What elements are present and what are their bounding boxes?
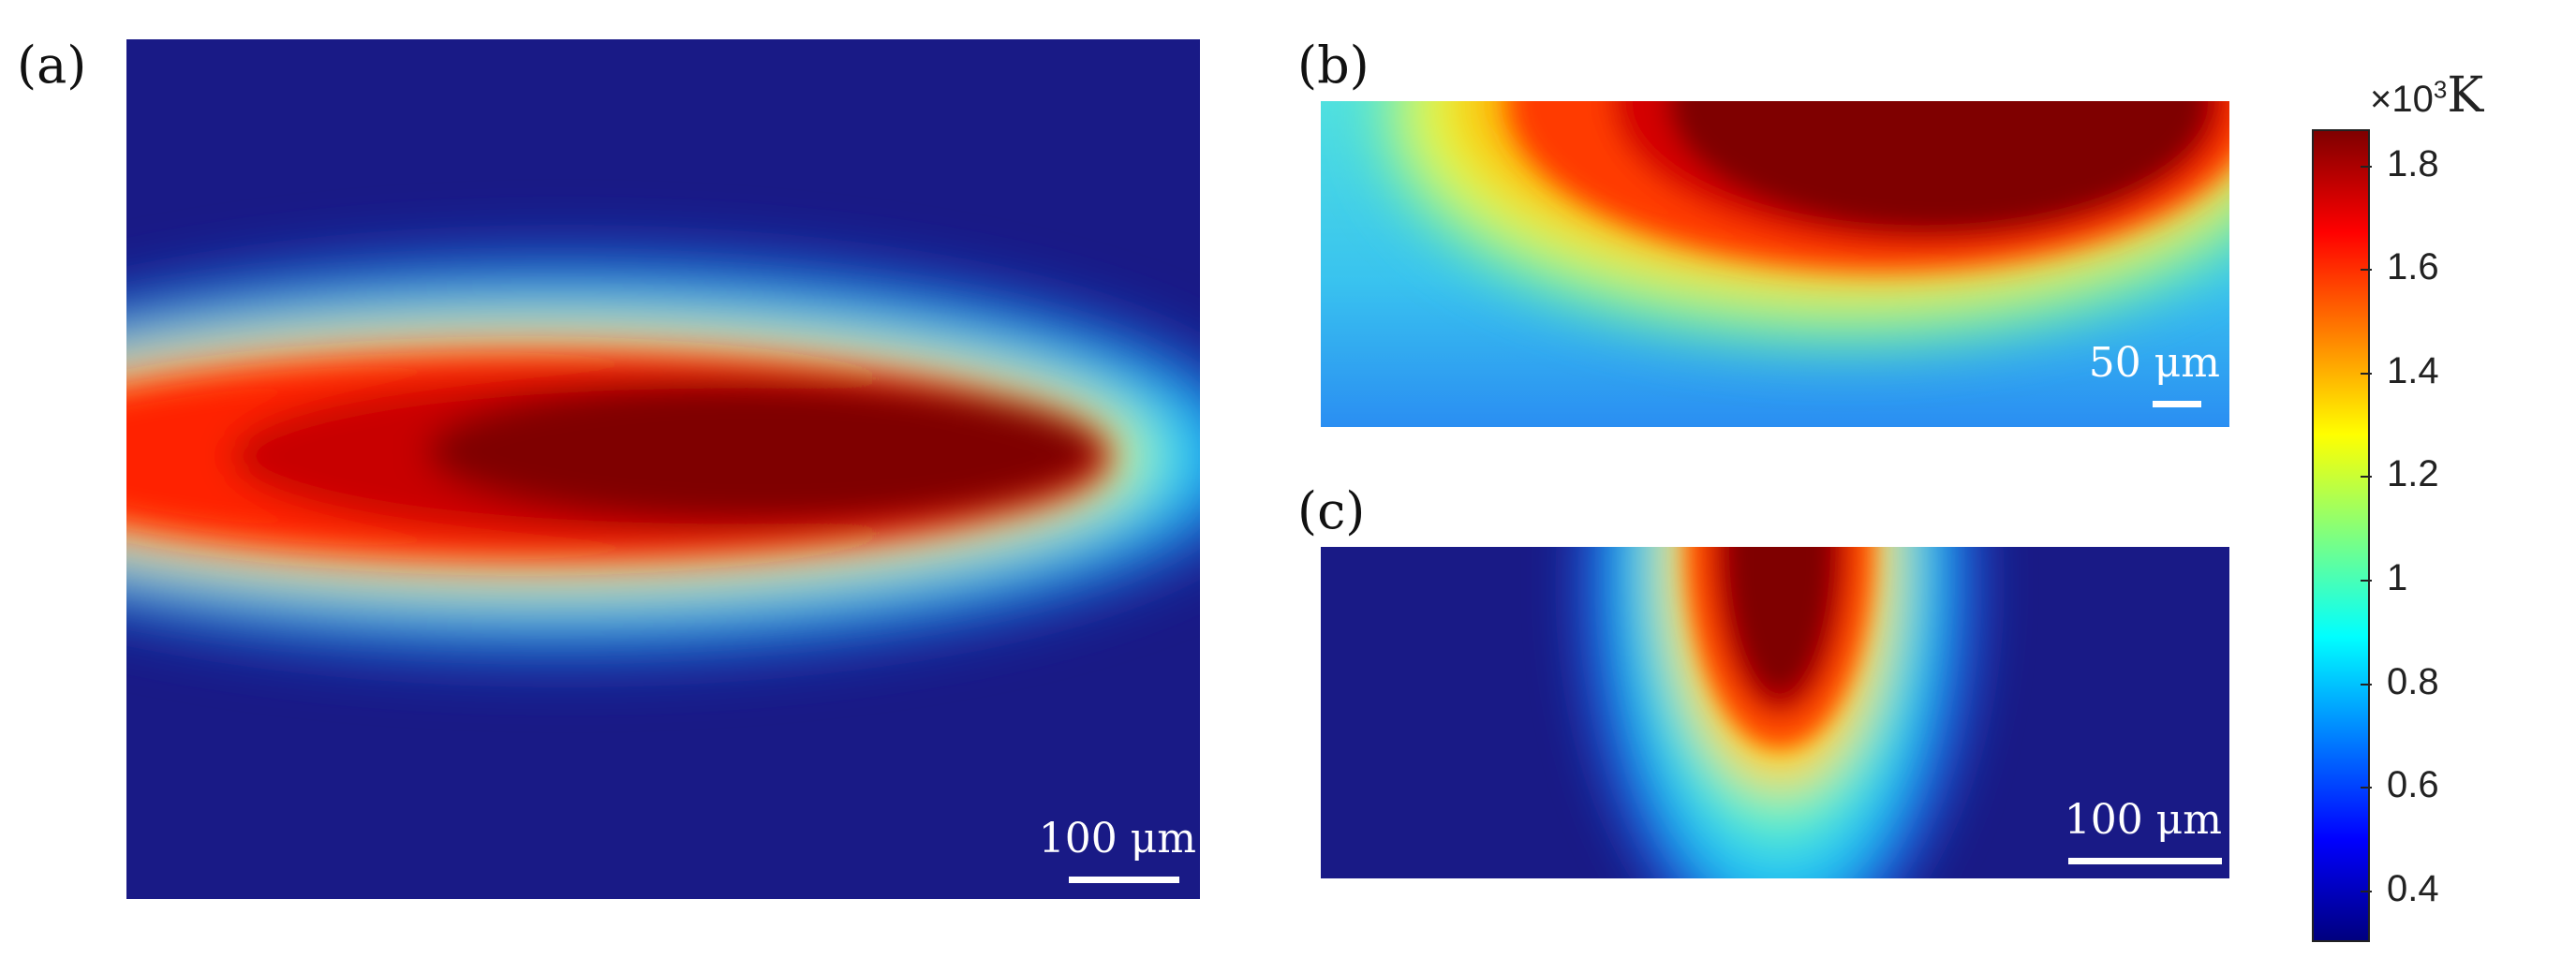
- scalebar-c: 100 μm: [2006, 796, 2222, 871]
- colorbar-tick-label: 0.8: [2387, 660, 2439, 702]
- colorbar-tick-label: 1: [2387, 556, 2408, 598]
- colorbar-tick-label: 1.6: [2387, 246, 2439, 288]
- colorbar-tick-label: 1.4: [2387, 349, 2439, 391]
- heatmap-b-svg: [1321, 101, 2229, 427]
- colorbar-tick-mark: [2361, 579, 2372, 582]
- colorbar-unit: ×103K: [2370, 67, 2483, 124]
- heatmap-a-svg: [126, 39, 1200, 899]
- scalebar-a: 100 μm: [990, 815, 1196, 890]
- colorbar-multiplier: ×10: [2370, 79, 2434, 120]
- colorbar-tick-label: 0.4: [2387, 867, 2439, 909]
- scalebar-c-label: 100 μm: [2064, 796, 2222, 844]
- colorbar-tick-label: 1.8: [2387, 142, 2439, 184]
- colorbar-tick-mark: [2361, 890, 2372, 892]
- scalebar-a-bar: [1069, 877, 1179, 883]
- heatmap-c: 100 μm: [1321, 547, 2229, 878]
- scalebar-c-bar: [2068, 858, 2222, 864]
- colorbar-tick-mark: [2361, 476, 2372, 479]
- colorbar-tick-mark: [2361, 165, 2372, 168]
- heatmap-b: 50 μm: [1321, 101, 2229, 427]
- scalebar-a-label: 100 μm: [1038, 815, 1196, 862]
- colorbar-unit-label: K: [2447, 67, 2484, 124]
- scalebar-b-bar: [2153, 401, 2201, 407]
- colorbar-tick-mark: [2361, 372, 2372, 375]
- colorbar-tick-mark: [2361, 683, 2372, 686]
- scalebar-b-label: 50 μm: [2088, 339, 2220, 387]
- scalebar-b: 50 μm: [2033, 339, 2220, 414]
- colorbar-gradient: [2312, 129, 2370, 942]
- colorbar-tick-label: 1.2: [2387, 453, 2439, 495]
- panel-c-label: (c): [1297, 481, 1366, 540]
- colorbar-tick-mark: [2361, 787, 2372, 789]
- colorbar-exponent: 3: [2433, 75, 2448, 104]
- colorbar-tick-label: 0.6: [2387, 764, 2439, 806]
- colorbar: [2312, 129, 2370, 942]
- colorbar-tick-mark: [2361, 269, 2372, 272]
- heatmap-c-svg: [1321, 547, 2229, 878]
- heatmap-a: 100 μm: [126, 39, 1200, 899]
- panel-a-label: (a): [17, 36, 87, 95]
- panel-b-label: (b): [1297, 36, 1369, 95]
